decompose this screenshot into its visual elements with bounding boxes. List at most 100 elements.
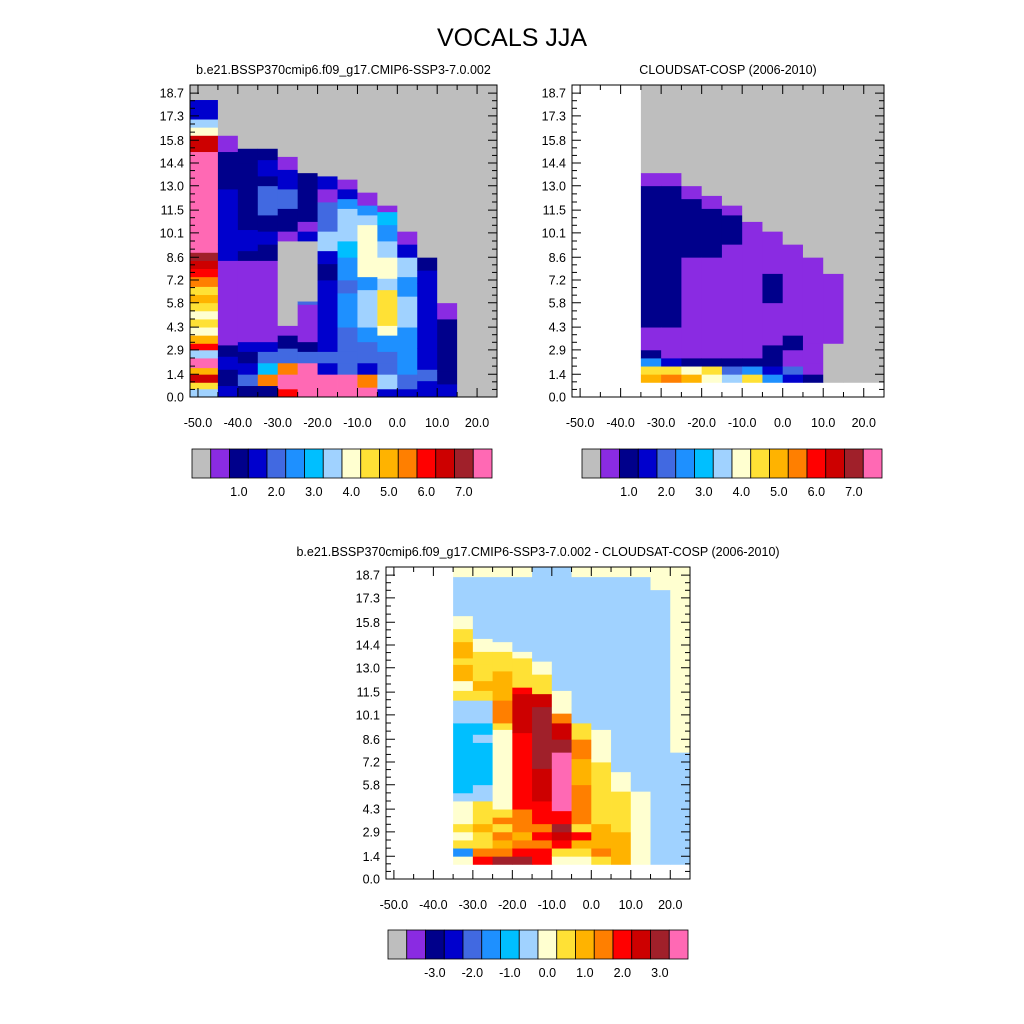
heatmap-cell [532,840,553,849]
y-tick-label: 13.0 [356,661,380,675]
heatmap-cell [472,801,493,810]
heatmap-cell [437,85,458,304]
heatmap-cell [571,567,592,578]
heatmap-cell [782,85,804,245]
y-tick-label: 13.0 [542,179,566,193]
x-axis: -50.0 -40.0 -30.0 -20.0 -10.0 0.0 10.0 20.0 [184,85,498,430]
x-tick-label: -50.0 [566,416,595,430]
heatmap-cell [591,848,612,857]
heatmap-cell [237,385,259,398]
heatmap-cell [257,362,279,375]
colorbar-label: 3.0 [695,485,712,499]
heatmap-cell [721,374,743,383]
heatmap-cell [611,771,632,792]
heatmap-cell [237,341,259,352]
heatmap-cell [190,268,219,278]
x-tick-label: -20.0 [498,898,527,912]
heatmap-cell [453,628,474,643]
heatmap-cell [551,739,572,753]
colorbar-swatch [406,929,426,960]
heatmap-cell [377,241,398,258]
heatmap-cell [190,302,219,312]
heatmap-cell [377,362,398,375]
colorbar-label: 4.0 [343,485,360,499]
heatmap-cell [701,366,723,375]
heatmap-cell [357,362,378,375]
colorbar-swatch [675,448,695,479]
y-tick-label: 7.2 [363,756,380,770]
heatmap-cell [317,85,338,177]
heatmap-cell [472,840,493,849]
heatmap-cell [492,567,513,578]
heatmap-cell [237,229,259,252]
heatmap-cell [640,358,662,367]
y-tick-label: 1.4 [167,368,184,382]
y-tick-label: 17.3 [160,109,184,123]
y-tick-label: 14.4 [160,157,184,171]
x-tick-label: -30.0 [459,898,488,912]
heatmap-cell [823,343,844,383]
colorbar-swatch [637,448,658,479]
heatmap-cell [640,374,662,383]
heatmap-cell [453,723,474,794]
x-tick-label: -50.0 [184,416,213,430]
heatmap-cell [591,856,612,865]
heatmap-cell [512,856,533,865]
heatmap-cell [721,215,743,245]
heatmap-cell [571,706,592,724]
heatmap-cell [492,651,513,672]
heatmap-cell [397,257,418,278]
heatmap-cell [453,801,474,825]
y-tick-label: 15.8 [160,134,184,148]
colorbar-swatch [397,448,418,479]
colorbar-label: 2.0 [658,485,675,499]
heatmap-cell [453,848,474,857]
heatmap-cell [591,823,612,833]
y-tick-label: 4.3 [549,321,566,335]
colorbar: 1.0 2.0 3.0 4.0 5.0 6.0 7.0 [581,448,883,499]
heatmap-cell [437,384,458,398]
heatmap-cell [257,148,279,161]
x-tick-label: -10.0 [538,898,567,912]
colorbar-swatch [787,448,808,479]
heatmap-cell [237,362,259,375]
heatmap-cell [397,327,418,357]
heatmap-cell [492,831,513,841]
heatmap-cell [681,366,703,375]
heatmap-cell [357,327,378,343]
colorbar-swatch [612,929,633,960]
heatmap-cell [377,351,398,364]
heatmap-cell [437,302,458,320]
heatmap-cell [532,823,553,833]
colorbar-label: -2.0 [462,966,484,980]
heatmap-cell [742,221,763,359]
heatmap-cell [417,348,438,370]
colorbar-swatch [472,448,493,479]
heatmap-cell [190,367,219,375]
heatmap-cell [453,792,474,802]
heatmap-cell [512,687,533,695]
colorbar-swatch [668,929,689,960]
heatmap-cell [721,205,743,216]
heatmap-cell [453,700,474,724]
y-tick-label: 13.0 [160,179,184,193]
heatmap-cell [397,85,418,232]
heatmap-cell [237,351,259,364]
heatmap-cell [681,185,703,200]
heatmap-cell [357,224,378,255]
heatmap-cell [532,848,553,857]
colorbar-label: 6.0 [808,485,825,499]
heatmap-cell [453,576,474,617]
heatmap-cells [453,567,691,865]
heatmap-cell [190,127,219,136]
heatmap-cell [591,840,612,849]
heatmap-cell [397,374,418,390]
colorbar: -3.0 -2.0 -1.0 0.0 1.0 2.0 3.0 [387,929,689,980]
heatmap-cell [277,374,299,390]
heatmap-cell [512,732,533,810]
heatmap-cell [571,758,592,786]
x-tick-label: -30.0 [647,416,676,430]
colorbar-swatch [518,929,539,960]
heatmap-cell [453,658,474,665]
y-tick-label: 7.2 [167,274,184,288]
